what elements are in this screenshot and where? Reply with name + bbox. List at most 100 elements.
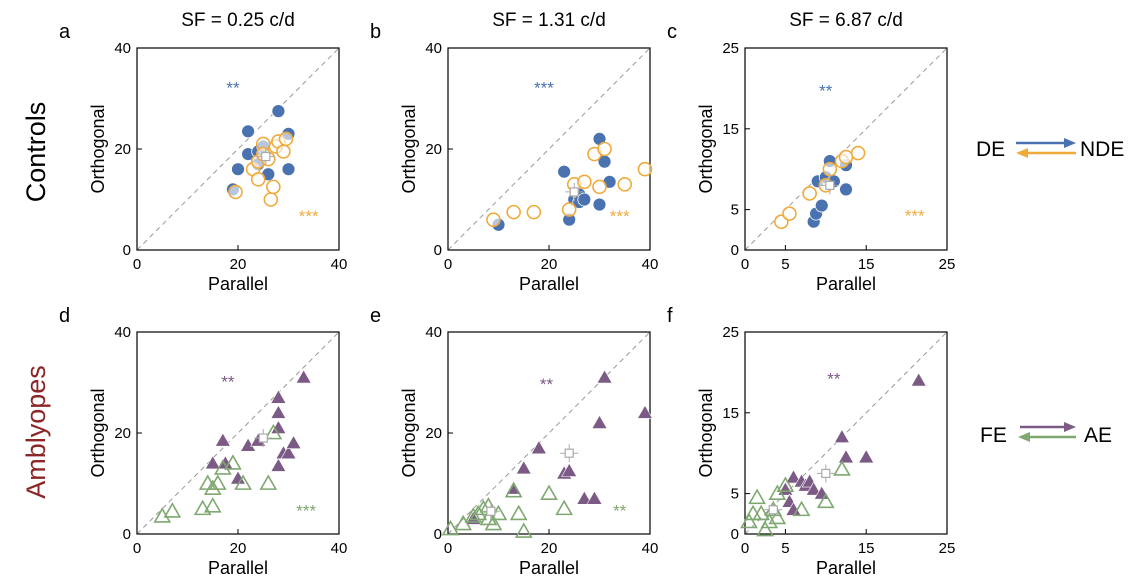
significance-label: *** xyxy=(299,207,319,226)
data-point-green xyxy=(259,474,278,490)
y-axis-label: Orthogonal xyxy=(88,104,108,193)
mean-point xyxy=(564,448,574,458)
data-point-orange xyxy=(228,184,243,200)
x-tick-label: 0 xyxy=(741,540,749,557)
unity-line xyxy=(447,331,651,535)
y-tick-label: 20 xyxy=(425,141,442,158)
significance-label: ** xyxy=(221,373,235,392)
data-point-green xyxy=(540,484,558,501)
data-point-orange xyxy=(263,192,279,207)
data-point-green xyxy=(193,499,212,516)
data-point-purple xyxy=(805,481,822,496)
significance-label: *** xyxy=(610,207,630,226)
x-tick-label: 0 xyxy=(444,256,452,273)
x-tick-label: 15 xyxy=(858,256,875,273)
panel-c: 0 5 15 25 0 5 15 25 Parallel Orthogonal c SF = 6.87… xyxy=(667,10,955,294)
x-tick-label: 0 xyxy=(133,540,141,557)
x-tick-label: 40 xyxy=(331,540,348,557)
data-point-green xyxy=(776,476,795,492)
data-point-purple xyxy=(586,490,603,505)
panel-letter: c xyxy=(667,21,677,43)
x-tick-label: 0 xyxy=(133,256,141,273)
significance-label: *** xyxy=(296,501,316,520)
legend-fe-label: FE xyxy=(980,424,1007,447)
data-point-blue xyxy=(231,162,245,177)
data-point-purple xyxy=(837,449,855,464)
data-point-orange xyxy=(506,204,521,220)
data-point-green xyxy=(224,454,242,470)
y-tick-label: 0 xyxy=(731,242,739,259)
data-point-blue xyxy=(557,164,572,179)
x-tick-label: 40 xyxy=(642,256,659,273)
panel-a: 0 20 40 0 20 40 Parallel Orthogonal a SF = 0.25 c… xyxy=(59,10,347,294)
significance-label: ** xyxy=(827,370,841,389)
data-point-green xyxy=(469,504,488,521)
data-point-purple xyxy=(785,469,802,484)
data-point-orange xyxy=(486,212,501,227)
data-point-green xyxy=(756,520,775,537)
data-point-orange xyxy=(526,204,542,220)
x-axis-label: Parallel xyxy=(816,558,876,578)
data-point-purple xyxy=(561,462,578,477)
data-point-green xyxy=(748,488,766,505)
data-point-green xyxy=(454,514,473,531)
significance-label: ** xyxy=(613,501,627,520)
panel-title: SF = 0.25 c/d xyxy=(181,10,295,31)
data-point-green xyxy=(760,512,779,529)
legend-arrowhead-blue xyxy=(1064,138,1076,148)
data-point-purple xyxy=(280,445,297,460)
y-tick-label: 40 xyxy=(425,324,442,341)
significance-label: *** xyxy=(905,207,925,226)
data-point-orange xyxy=(802,186,817,201)
panels: 0 20 40 0 20 40 Parallel Orthogonal a SF = 0.25 c… xyxy=(59,10,955,578)
x-axis-label: Parallel xyxy=(208,558,268,578)
y-axis-label: Orthogonal xyxy=(399,104,419,193)
data-point-orange xyxy=(266,179,281,195)
data-point-purple xyxy=(214,432,231,447)
y-tick-label: 15 xyxy=(722,405,739,422)
data-point-green xyxy=(555,499,574,516)
data-point-orange xyxy=(850,145,866,161)
panel-letter: e xyxy=(370,305,381,327)
unity-line xyxy=(136,331,340,535)
legend-arrowhead-orange xyxy=(1016,148,1028,158)
mean-point xyxy=(768,505,778,515)
y-tick-label: 40 xyxy=(425,40,442,57)
data-point-purple xyxy=(285,434,302,450)
y-tick-label: 40 xyxy=(114,324,131,341)
x-tick-label: 5 xyxy=(781,256,789,273)
data-point-green xyxy=(816,492,835,509)
x-tick-label: 25 xyxy=(939,540,956,557)
y-tick-label: 0 xyxy=(731,526,739,543)
data-point-orange xyxy=(577,174,592,190)
data-point-green xyxy=(203,497,222,513)
data-point-green xyxy=(441,519,460,536)
data-point-green xyxy=(792,500,811,517)
data-point-orange xyxy=(822,161,838,177)
panel-b: 0 20 40 0 20 40 Parallel Orthogonal b SF = 1.31 c… xyxy=(370,10,658,294)
data-point-purple xyxy=(295,369,312,384)
data-point-green xyxy=(752,504,771,521)
x-tick-label: 40 xyxy=(331,256,348,273)
data-point-green xyxy=(768,484,787,501)
x-tick-label: 40 xyxy=(642,540,659,557)
data-point-green xyxy=(203,479,222,495)
x-tick-label: 0 xyxy=(741,256,749,273)
panel-letter: d xyxy=(59,305,70,327)
y-tick-label: 20 xyxy=(114,141,131,158)
data-point-green xyxy=(163,502,182,518)
x-axis-label: Parallel xyxy=(208,274,268,294)
mean-point xyxy=(258,433,268,443)
x-tick-label: 0 xyxy=(444,540,452,557)
panel-f: 0 5 15 25 0 5 15 25 Parallel Orthogonal f ** xyxy=(667,305,955,578)
data-point-blue xyxy=(271,104,286,119)
panel-title: SF = 1.31 c/d xyxy=(492,10,606,31)
significance-label: ** xyxy=(226,78,240,97)
data-point-blue xyxy=(839,182,853,197)
data-point-orange xyxy=(276,144,291,159)
data-point-purple xyxy=(910,372,927,387)
data-point-green xyxy=(504,481,523,498)
legend-arrowhead-purple xyxy=(1064,422,1076,432)
x-tick-label: 25 xyxy=(939,256,956,273)
